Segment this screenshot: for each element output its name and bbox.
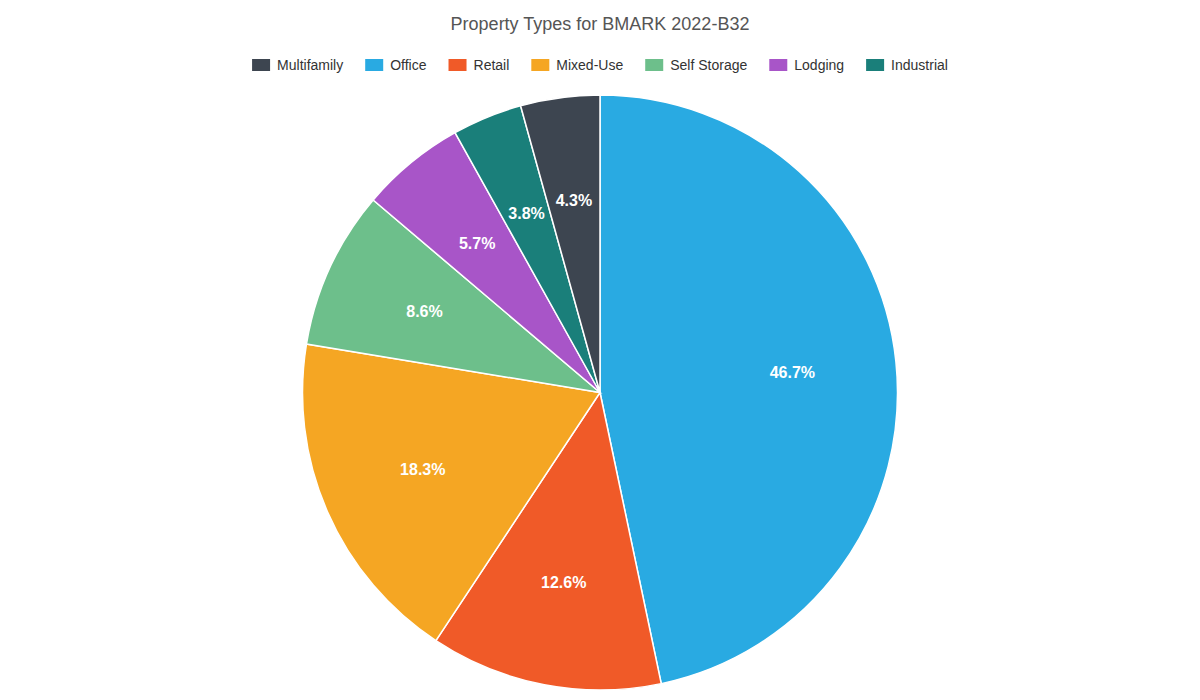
- legend: Multifamily Office Retail Mixed-Use Self Sto…: [252, 57, 948, 73]
- pie-slice: [303, 344, 601, 641]
- legend-item: Industrial: [866, 57, 948, 73]
- legend-swatch: [531, 59, 549, 71]
- data-label: 12.6%: [541, 574, 586, 591]
- legend-swatch: [365, 59, 383, 71]
- legend-label: Lodging: [794, 57, 844, 73]
- legend-label: Industrial: [891, 57, 948, 73]
- legend-swatch: [252, 59, 270, 71]
- legend-swatch: [769, 59, 787, 71]
- legend-item: Multifamily: [252, 57, 343, 73]
- legend-item: Office: [365, 57, 427, 73]
- legend-label: Self Storage: [670, 57, 747, 73]
- pie: [303, 95, 898, 690]
- chart: Property Types for BMARK 2022-B32 Multifa…: [0, 0, 1200, 700]
- legend-swatch: [866, 59, 884, 71]
- data-labels: 46.7% 12.6% 18.3% 8.6% 5.7% 3.8% 4.3%: [400, 192, 815, 591]
- data-label: 5.7%: [459, 235, 495, 252]
- chart-title: Property Types for BMARK 2022-B32: [451, 14, 750, 34]
- data-label: 3.8%: [508, 205, 544, 222]
- legend-label: Mixed-Use: [556, 57, 623, 73]
- pie-slice: [600, 95, 898, 684]
- data-label: 46.7%: [770, 364, 815, 381]
- legend-label: Retail: [474, 57, 510, 73]
- data-label: 8.6%: [406, 303, 442, 320]
- legend-item: Retail: [449, 57, 510, 73]
- legend-item: Lodging: [769, 57, 844, 73]
- legend-label: Office: [390, 57, 427, 73]
- legend-item: Self Storage: [645, 57, 747, 73]
- legend-swatch: [449, 59, 467, 71]
- legend-item: Mixed-Use: [531, 57, 623, 73]
- data-label: 18.3%: [400, 461, 445, 478]
- legend-label: Multifamily: [277, 57, 343, 73]
- legend-swatch: [645, 59, 663, 71]
- pie-slice: [521, 95, 600, 393]
- data-label: 4.3%: [556, 192, 592, 209]
